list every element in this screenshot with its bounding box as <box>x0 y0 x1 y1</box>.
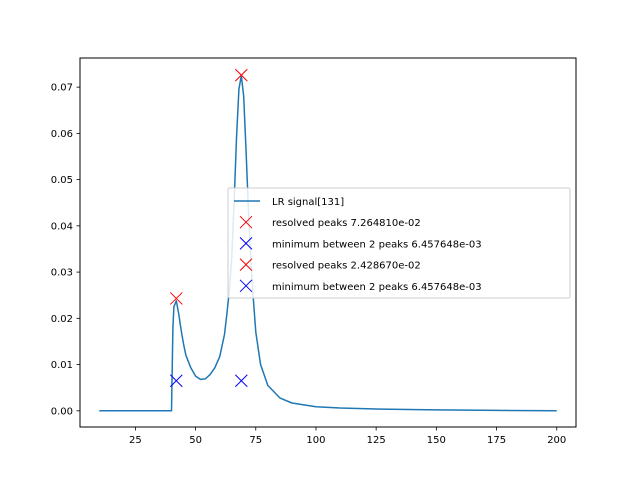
legend-marker-handle <box>239 215 253 229</box>
x-tick-label: 100 <box>306 435 325 446</box>
legend-marker-handle <box>239 279 253 293</box>
y-tick-label: 0.01 <box>51 360 73 371</box>
x-tick-label: 75 <box>249 435 262 446</box>
legend-label: resolved peaks 7.264810e-02 <box>272 218 421 229</box>
x-tick-label: 50 <box>189 435 202 446</box>
legend-marker-handle-stroke-b <box>239 237 253 250</box>
y-tick-label: 0.06 <box>51 129 73 140</box>
y-tick-label: 0.07 <box>51 83 73 94</box>
x-tick-label: 125 <box>367 435 386 446</box>
peak-marker-1-0-stroke-b <box>234 68 248 82</box>
ticks-layer: 25 50 75 100 125 150 175 200 0.00 0.01 0.02 0.03 0.0… <box>51 83 567 446</box>
legend: LR signal[131] resolved peaks 7.264810e-0… <box>227 187 571 299</box>
legend-marker-handle-stroke-b <box>239 215 253 229</box>
legend-marker-handle <box>239 258 253 271</box>
legend-marker-handle-stroke-b <box>239 279 253 293</box>
minimum-marker-2-0 <box>234 374 248 388</box>
y-tick-label: 0.00 <box>51 406 73 417</box>
x-tick-label: 175 <box>487 435 506 446</box>
y-tick-label: 0.02 <box>51 314 73 325</box>
legend-label: minimum between 2 peaks 6.457648e-03 <box>272 239 482 250</box>
y-tick-label: 0.05 <box>51 175 73 186</box>
axes-frame <box>79 57 577 428</box>
legend-marker-handle <box>239 237 253 250</box>
x-tick-label: 150 <box>427 435 446 446</box>
peak-marker-3-0-stroke-b <box>169 292 183 305</box>
legend-label: LR signal[131] <box>272 197 344 208</box>
y-tick-label: 0.04 <box>51 221 73 232</box>
x-tick-label: 200 <box>547 435 566 446</box>
legend-marker-handle-stroke-b <box>239 258 253 271</box>
peak-marker-3-0 <box>169 292 183 305</box>
minimum-marker-4-0 <box>169 374 183 388</box>
legend-label: minimum between 2 peaks 6.457648e-03 <box>272 282 482 293</box>
minimum-marker-2-0-stroke-b <box>234 374 248 388</box>
x-tick-label: 25 <box>129 435 142 446</box>
minimum-marker-4-0-stroke-b <box>169 374 183 388</box>
peak-marker-1-0 <box>234 68 248 82</box>
legend-box <box>227 187 571 299</box>
y-tick-label: 0.03 <box>51 268 73 279</box>
legend-label: resolved peaks 2.428670e-02 <box>272 261 421 272</box>
